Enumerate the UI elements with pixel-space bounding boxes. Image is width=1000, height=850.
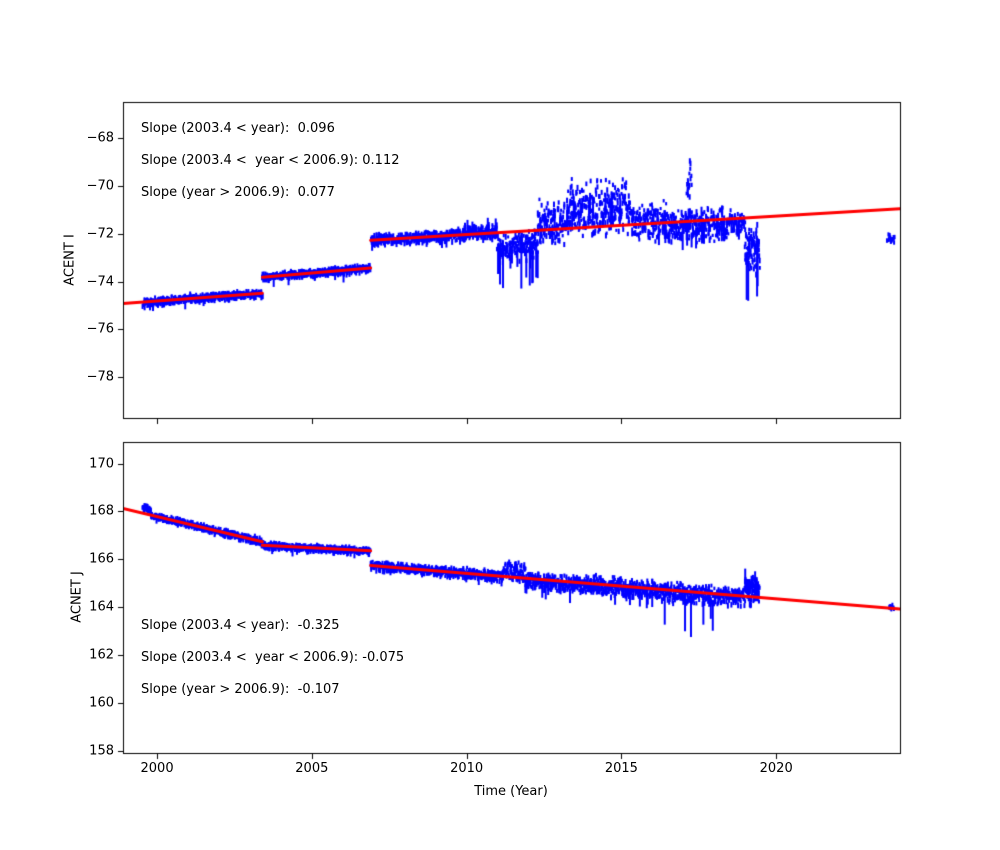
- y-tick-label: −78: [86, 369, 114, 385]
- y-tick-label: 160: [89, 695, 114, 711]
- slope-annotation-bottom-3: Slope (year > 2006.9): -0.107: [141, 682, 340, 697]
- y-tick-label: 164: [89, 599, 114, 615]
- y-tick-label: 170: [89, 456, 114, 472]
- y-tick-label: 162: [89, 647, 114, 663]
- x-tick-label: 2015: [604, 761, 638, 776]
- y-tick-label: 158: [89, 743, 114, 759]
- slope-annotation-top-2: Slope (2003.4 < year < 2006.9): 0.112: [141, 153, 400, 168]
- y-axis-label-top: ACENT I: [62, 234, 78, 286]
- x-tick-label: 2010: [450, 761, 484, 776]
- x-tick-label: 2000: [140, 761, 174, 776]
- x-axis-label: Time (Year): [474, 784, 548, 799]
- slope-annotation-top-3: Slope (year > 2006.9): 0.077: [141, 185, 335, 200]
- y-tick-label: −76: [86, 321, 114, 337]
- y-tick-label: −68: [86, 130, 114, 146]
- slope-annotation-top-1: Slope (2003.4 < year): 0.096: [141, 121, 335, 136]
- y-axis-label-bottom: ACNET J: [69, 571, 85, 623]
- y-tick-label: 168: [89, 503, 114, 519]
- slope-annotation-bottom-2: Slope (2003.4 < year < 2006.9): -0.075: [141, 650, 405, 665]
- y-tick-label: −70: [86, 178, 114, 194]
- y-tick-label: 166: [89, 551, 114, 567]
- y-tick-label: −72: [86, 226, 114, 242]
- x-tick-label: 2005: [295, 761, 329, 776]
- y-tick-label: −74: [86, 274, 114, 290]
- x-tick-label: 2020: [759, 761, 793, 776]
- slope-annotation-bottom-1: Slope (2003.4 < year): -0.325: [141, 618, 340, 633]
